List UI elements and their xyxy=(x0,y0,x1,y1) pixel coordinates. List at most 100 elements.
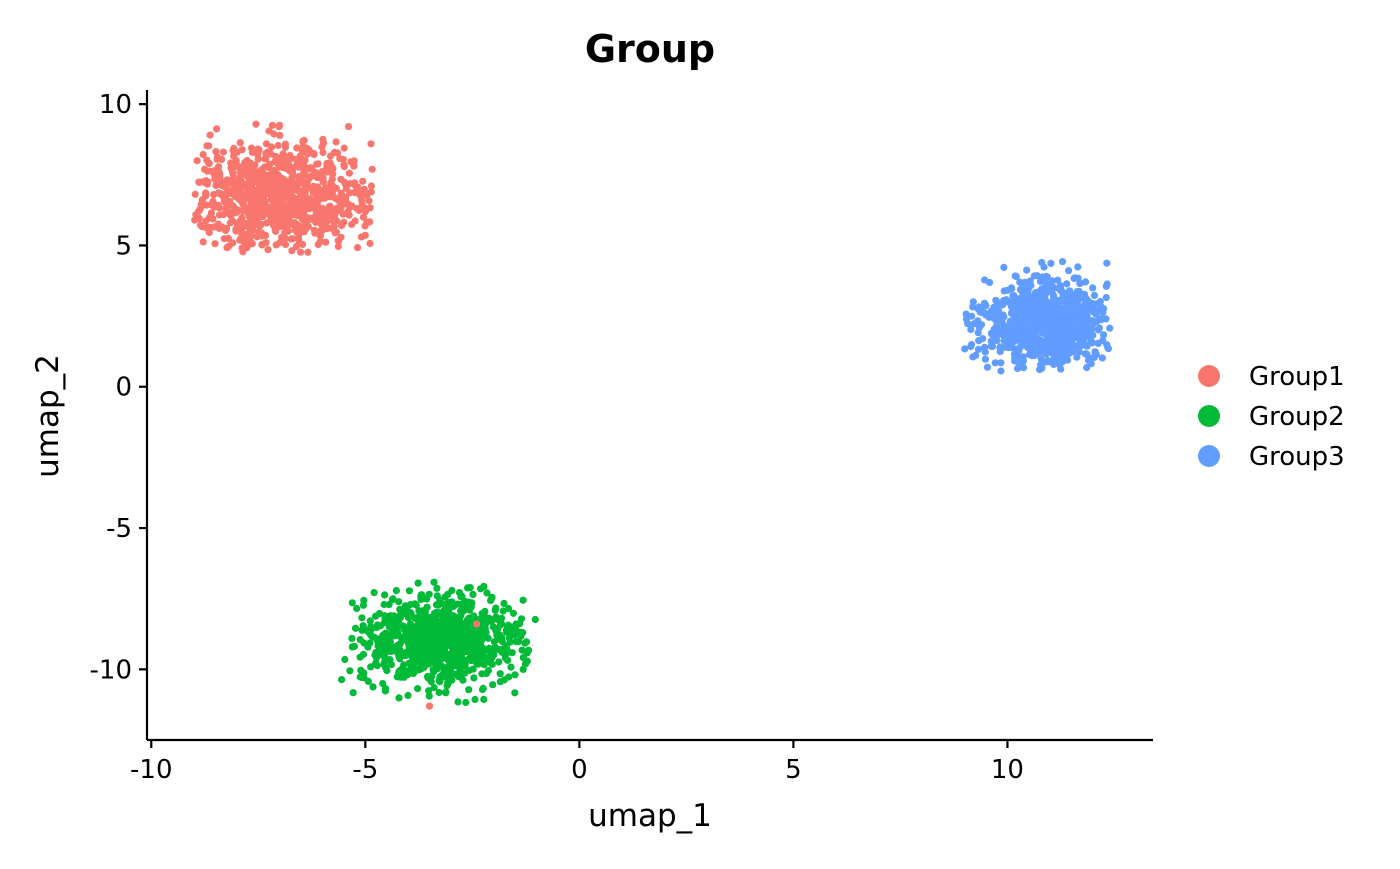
data-point xyxy=(446,650,454,659)
data-point xyxy=(341,655,349,664)
data-point xyxy=(982,302,990,310)
data-point xyxy=(340,144,348,152)
data-point xyxy=(1079,333,1087,341)
data-point xyxy=(306,164,314,172)
data-point xyxy=(1012,272,1020,281)
data-point xyxy=(405,587,413,595)
data-point xyxy=(239,207,247,215)
data-point xyxy=(367,623,375,631)
data-point xyxy=(1073,353,1081,361)
data-point xyxy=(1068,333,1076,341)
data-point xyxy=(467,603,475,611)
data-point xyxy=(229,170,237,178)
data-point xyxy=(1019,353,1027,361)
data-point xyxy=(499,607,507,615)
y-axis-title: umap_2 xyxy=(30,354,66,478)
data-point xyxy=(1066,349,1074,357)
data-point xyxy=(459,633,467,641)
legend-item-group3: Group3 xyxy=(1198,442,1345,472)
data-point xyxy=(213,125,221,133)
data-point xyxy=(1017,295,1025,303)
data-point xyxy=(255,179,263,187)
data-point xyxy=(358,626,366,634)
data-point xyxy=(1073,288,1081,296)
data-point xyxy=(396,667,404,675)
data-point xyxy=(295,234,303,242)
data-point xyxy=(222,226,230,234)
data-point xyxy=(462,698,470,707)
x-tick-label: -10 xyxy=(130,755,172,785)
data-point xyxy=(313,193,321,201)
data-point xyxy=(463,625,471,633)
data-point xyxy=(454,698,462,706)
data-point xyxy=(463,648,471,656)
data-point xyxy=(258,208,266,216)
y-tick-label: 0 xyxy=(115,373,132,403)
data-point xyxy=(967,342,975,351)
data-point xyxy=(421,639,429,647)
data-point xyxy=(408,634,417,642)
data-point xyxy=(262,183,270,191)
data-point xyxy=(491,606,499,614)
data-point xyxy=(400,661,408,669)
data-point xyxy=(407,623,415,631)
data-point xyxy=(407,668,415,676)
data-point xyxy=(987,307,995,315)
data-point xyxy=(361,208,369,216)
data-point xyxy=(455,624,463,632)
data-point xyxy=(493,631,501,639)
data-point xyxy=(324,190,333,198)
data-point xyxy=(488,660,496,668)
data-point xyxy=(433,665,441,673)
data-point xyxy=(1097,303,1105,311)
data-point xyxy=(318,143,326,151)
data-point xyxy=(1082,295,1090,303)
data-point xyxy=(366,239,374,248)
y-tick-label: -5 xyxy=(106,514,132,544)
data-point xyxy=(1092,310,1100,318)
data-point xyxy=(382,685,390,693)
data-point xyxy=(505,634,513,642)
data-point xyxy=(519,665,527,674)
points-layer xyxy=(191,120,1114,710)
data-point xyxy=(1008,344,1016,352)
data-point xyxy=(195,178,203,186)
data-point xyxy=(211,240,219,248)
data-point xyxy=(414,579,422,587)
data-point xyxy=(1010,323,1018,331)
data-point xyxy=(511,689,519,697)
data-point xyxy=(508,649,516,657)
data-point xyxy=(412,601,420,609)
data-point xyxy=(395,612,403,620)
data-point xyxy=(502,626,511,634)
data-point xyxy=(425,687,433,695)
data-point xyxy=(425,692,433,700)
data-point xyxy=(1052,352,1060,360)
data-point xyxy=(314,240,322,249)
data-point xyxy=(367,140,375,148)
data-point xyxy=(316,214,324,222)
data-point xyxy=(205,142,213,150)
x-axis-title: umap_1 xyxy=(588,798,712,834)
data-point xyxy=(430,629,438,637)
data-point xyxy=(267,216,275,224)
data-point xyxy=(478,610,486,618)
data-point xyxy=(238,244,246,252)
legend-label: Group1 xyxy=(1249,362,1345,392)
data-point xyxy=(505,673,513,681)
data-point xyxy=(438,654,446,663)
data-point xyxy=(236,139,244,147)
data-point xyxy=(227,159,235,167)
data-point xyxy=(485,614,494,623)
data-point xyxy=(353,244,362,252)
data-point xyxy=(319,178,327,186)
data-point xyxy=(972,351,980,359)
data-point xyxy=(490,638,498,646)
data-point xyxy=(1016,278,1024,286)
data-point xyxy=(329,224,337,232)
data-point xyxy=(1019,364,1028,372)
data-point xyxy=(1050,294,1058,302)
data-point xyxy=(1093,317,1101,325)
data-point xyxy=(1050,339,1058,347)
